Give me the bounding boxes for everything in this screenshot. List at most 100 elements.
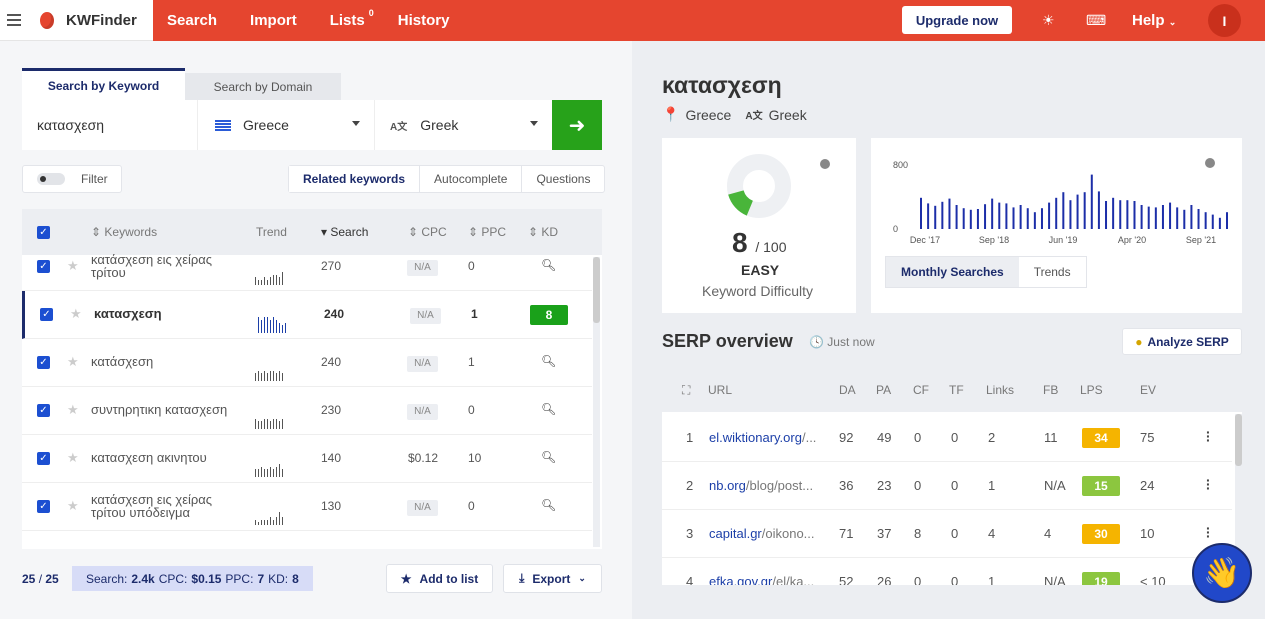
serp-url[interactable]: capital.gr/oikono... [709,526,815,541]
col-search[interactable]: ▾ Search [321,225,369,239]
row-keyword[interactable]: συντηρητικη κατασχεση [91,402,228,417]
bar[interactable] [1169,202,1172,229]
bar[interactable] [1112,197,1115,229]
bar[interactable] [955,205,958,229]
table-row[interactable]: ✓ ★ κατάσχεση 240 N/A 1 🔍︎ [22,339,592,387]
bar[interactable] [998,202,1001,229]
bar[interactable] [962,208,965,229]
bar[interactable] [1069,200,1072,229]
bar[interactable] [1105,201,1108,229]
table-row[interactable]: ✓ ★ συντηρητικη κατασχεση 230 N/A 0 🔍︎ [22,387,592,435]
bar[interactable] [1197,209,1200,229]
bar[interactable] [1126,200,1129,229]
filter-toggle[interactable]: Filter [22,165,122,193]
search-icon[interactable]: 🔍︎ [541,498,557,512]
row-keyword[interactable]: κατάσχεση εις χείρας τρίτου υπόδειγμα [91,492,213,520]
nav-lists[interactable]: Lists 0 [330,8,374,29]
toggle-switch[interactable] [37,173,65,185]
keyword-input[interactable]: κατασχεση [22,100,198,150]
nav-import[interactable]: Import [250,12,297,29]
bar[interactable] [1019,205,1022,229]
bar[interactable] [976,209,979,229]
row-keyword[interactable]: κατάσχεση εις χείρας τρίτου [91,252,213,280]
bar[interactable] [1147,206,1150,229]
add-to-list-button[interactable]: ★ Add to list [386,564,493,593]
bar[interactable] [1154,207,1157,229]
table-row[interactable]: ✓ ★ κατάσχεση εις χείρας τρίτου 270 N/A 0 🔍︎ [22,243,592,291]
bar[interactable] [1048,202,1051,229]
row-checkbox[interactable]: ✓ [40,308,53,321]
tab-questions[interactable]: Questions [521,166,604,192]
bar[interactable] [1161,205,1164,229]
row-checkbox[interactable]: ✓ [37,500,50,513]
serp-row[interactable]: 2 nb.org/blog/post... 36 23 0 0 1 N/A 24 15 · · · [662,462,1232,510]
bar[interactable] [1176,207,1179,229]
bar[interactable] [1012,207,1015,229]
bar[interactable] [969,209,972,229]
bar[interactable] [1090,174,1093,229]
search-icon[interactable]: 🔍︎ [541,258,557,272]
star-icon[interactable]: ★ [67,450,79,465]
bar[interactable] [927,203,930,229]
serp-url[interactable]: el.wiktionary.org/... [709,430,816,445]
table-row[interactable]: ✓ ★ κατασχεση 240 N/A 1 8 [22,291,592,339]
menu-icon[interactable] [7,14,21,26]
bar[interactable] [1226,212,1228,229]
select-all-checkbox[interactable]: ✓ [37,226,50,239]
search-icon[interactable]: 🔍︎ [541,450,557,464]
col-pa[interactable]: PA [876,383,892,397]
bar[interactable] [1055,197,1058,229]
star-icon[interactable]: ★ [67,258,79,273]
bar[interactable] [934,205,937,229]
bar[interactable] [1140,205,1143,229]
app-name[interactable]: KWFinder [66,11,137,29]
col-ev[interactable]: EV [1140,383,1157,397]
bar[interactable] [1076,194,1079,229]
bar[interactable] [1040,208,1043,229]
bar[interactable] [1218,217,1221,229]
bar[interactable] [1133,201,1136,229]
bar[interactable] [1097,191,1100,229]
serp-row[interactable]: 1 el.wiktionary.org/... 92 49 0 0 2 11 75 34 · · · [662,414,1232,462]
row-checkbox[interactable]: ✓ [37,356,50,369]
bar[interactable] [1062,192,1065,229]
keyboard-icon[interactable]: ⌨ [1086,12,1107,28]
more-options-icon[interactable]: ··· [1206,520,1211,544]
language-select[interactable]: A文 Greek [375,100,552,150]
bar[interactable] [1119,200,1122,229]
tab-trends[interactable]: Trends [1018,257,1086,287]
expand-icon[interactable]: ⛶ [682,383,691,397]
chat-widget-button[interactable]: 👋 [1192,543,1252,603]
col-cpc[interactable]: ⇕ CPC [408,225,447,239]
tab-related-keywords[interactable]: Related keywords [289,166,420,192]
nav-history[interactable]: History [397,12,450,29]
col-links[interactable]: Links [986,383,1015,397]
row-checkbox[interactable]: ✓ [37,404,50,417]
bar[interactable] [1033,212,1036,229]
row-keyword[interactable]: κατάσχεση [91,354,154,369]
avatar[interactable]: I [1208,4,1241,37]
col-tf[interactable]: TF [949,383,964,397]
bar[interactable] [1204,212,1207,229]
bug-icon[interactable]: ☀ [1042,12,1055,28]
search-icon[interactable]: 🔍︎ [541,354,557,368]
upgrade-button[interactable]: Upgrade now [902,6,1012,34]
col-kd[interactable]: ⇕ KD [528,225,559,239]
bar[interactable] [991,198,994,229]
serp-url[interactable]: efka.gov.gr/el/ka... [709,574,814,585]
more-options-icon[interactable]: ··· [1206,424,1211,448]
star-icon[interactable]: ★ [67,354,79,369]
row-keyword[interactable]: κατασχεση [94,306,162,321]
bar[interactable] [1083,192,1086,229]
bar[interactable] [1026,208,1029,229]
search-submit-button[interactable]: ➜ [552,100,602,150]
more-options-icon[interactable]: ··· [1206,472,1211,496]
location-select[interactable]: Greece [198,100,375,150]
col-fb[interactable]: FB [1043,383,1059,397]
analyze-serp-button[interactable]: ● Analyze SERP [1122,328,1242,355]
tab-search-by-keyword[interactable]: Search by Keyword [22,68,185,100]
serp-scrollbar[interactable] [1235,414,1242,585]
row-checkbox[interactable]: ✓ [37,452,50,465]
tab-search-by-domain[interactable]: Search by Domain [185,73,341,100]
